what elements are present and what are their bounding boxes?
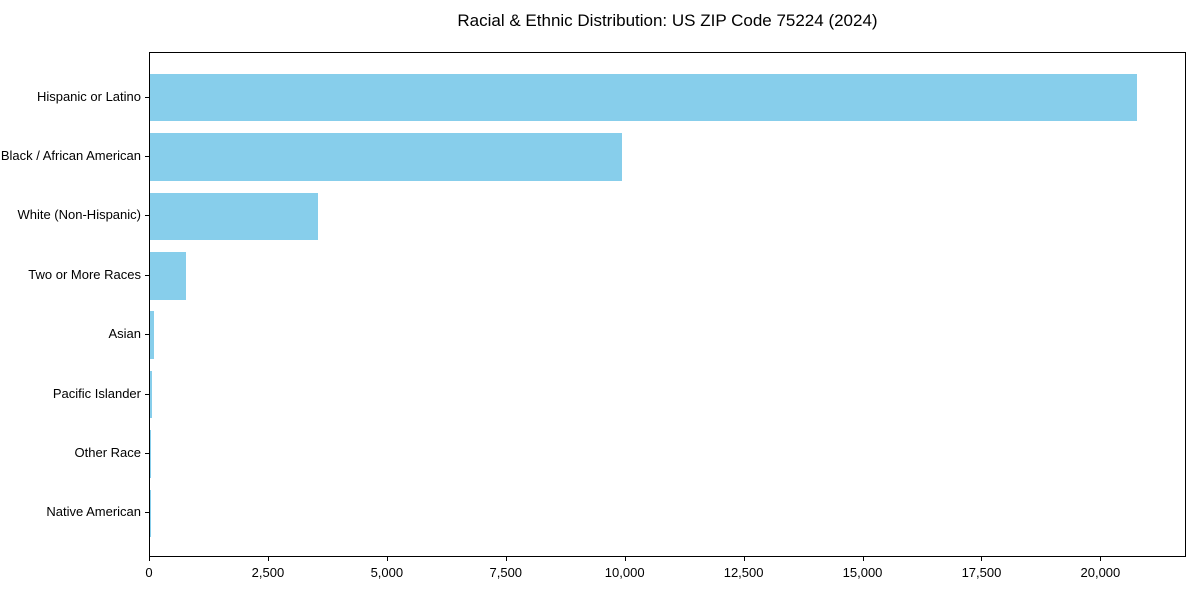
y-tick-label-asian: Asian <box>108 326 141 342</box>
plot-area <box>149 52 1186 557</box>
bar-asian <box>150 311 154 359</box>
x-tick-mark <box>267 557 269 561</box>
y-tick-mark <box>145 96 149 98</box>
y-tick-label-two-or-more-races: Two or More Races <box>28 266 141 282</box>
x-tick-mark <box>862 557 864 561</box>
x-tick-label: 10,000 <box>604 565 645 580</box>
y-tick-label-black-african-american: Black / African American <box>0 147 141 163</box>
y-tick-mark <box>145 453 149 455</box>
y-tick-label-native-american: Native American <box>46 504 141 520</box>
bar-other-race <box>150 430 151 478</box>
y-tick-label-other-race: Other Race <box>74 445 141 461</box>
x-tick-label: 20,000 <box>1080 565 1121 580</box>
x-tick-label: 17,500 <box>961 565 1002 580</box>
bar-white-non-hispanic <box>150 192 318 241</box>
y-tick-label-pacific-islander: Pacific Islander <box>52 385 141 401</box>
x-tick-mark <box>1100 557 1102 561</box>
bar-pacific-islander <box>150 370 153 419</box>
chart-title: Racial & Ethnic Distribution: US ZIP Cod… <box>457 11 878 30</box>
bar-black-african-american <box>150 133 623 181</box>
x-tick-mark <box>981 557 983 561</box>
y-tick-mark <box>145 393 149 395</box>
x-tick-label: 0 <box>145 565 153 580</box>
bar-hispanic-or-latino <box>150 73 1138 122</box>
x-tick-label: 7,500 <box>489 565 523 580</box>
x-tick-mark <box>386 557 388 561</box>
x-tick-label: 15,000 <box>842 565 883 580</box>
x-tick-mark <box>624 557 626 561</box>
x-tick-label: 12,500 <box>723 565 764 580</box>
x-tick-mark <box>149 557 150 561</box>
x-tick-label: 2,500 <box>251 565 285 580</box>
y-axis-labels: Hispanic or Latino Black / African Americ… <box>0 52 141 557</box>
bar-two-or-more-races <box>150 252 187 300</box>
y-tick-label-white-non-hispanic: White (Non-Hispanic) <box>17 207 141 223</box>
y-tick-mark <box>145 155 149 157</box>
y-tick-mark <box>145 512 149 514</box>
y-tick-mark <box>145 215 149 217</box>
y-tick-label-hispanic-or-latino: Hispanic or Latino <box>36 88 141 104</box>
x-tick-mark <box>505 557 507 561</box>
x-tick-label: 5,000 <box>370 565 404 580</box>
y-tick-mark <box>145 274 149 276</box>
x-tick-mark <box>743 557 745 561</box>
y-tick-mark <box>145 334 149 336</box>
